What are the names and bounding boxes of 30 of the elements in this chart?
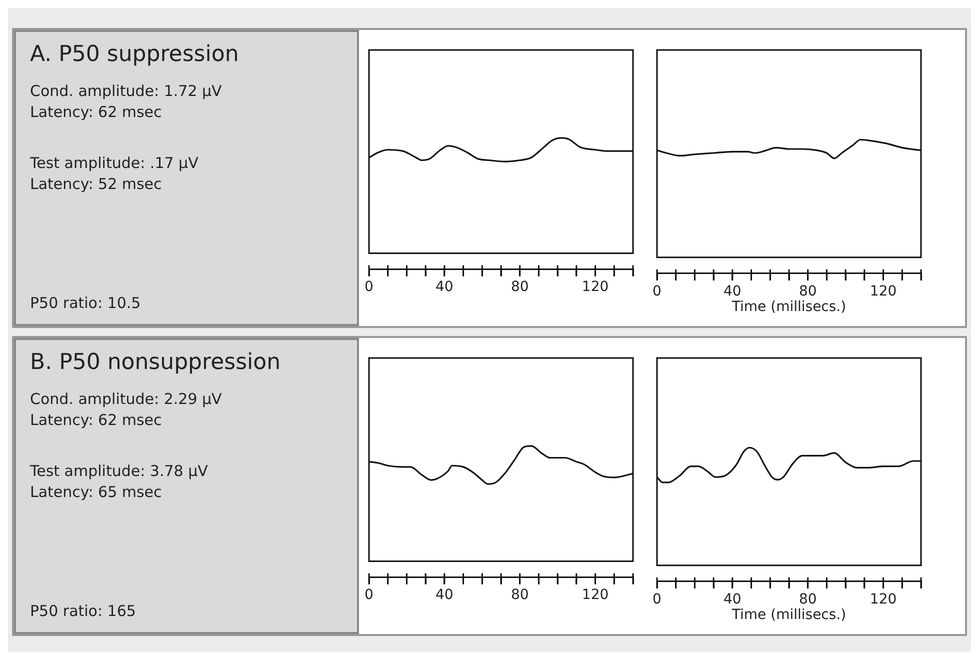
x-tick-label: 80 — [510, 587, 529, 604]
text: P50 ratio: 165 — [30, 601, 137, 622]
x-tick-label: 40 — [436, 279, 454, 296]
text: B. P50 nonsuppression — [30, 350, 282, 375]
text: Cond. amplitude: 2.29 μV — [30, 389, 223, 410]
text: Latency: 62 msec — [30, 410, 163, 431]
text: P50 ratio: 10.5 — [30, 293, 142, 314]
text: Latency: 65 msec — [30, 482, 163, 503]
x-tick-label: 120 — [870, 283, 897, 300]
x-tick-label: 120 — [582, 279, 609, 296]
x-tick-label: 120 — [870, 591, 897, 608]
x-tick-label: 0 — [652, 283, 662, 300]
x-tick-label: 0 — [652, 591, 662, 608]
x-axis-title: Time (millisecs.) — [730, 607, 846, 624]
text: Test amplitude: 3.78 μV — [30, 461, 209, 482]
x-tick-label: 40 — [436, 587, 454, 604]
x-tick-label: 0 — [364, 279, 374, 296]
x-tick-label: 0 — [364, 587, 374, 604]
text: Test amplitude: .17 μV — [30, 153, 200, 174]
x-tick-label: 80 — [798, 591, 817, 608]
text: A. P50 suppression — [30, 42, 240, 67]
x-tick-label: 40 — [724, 591, 742, 608]
x-axis-title: Time (millisecs.) — [730, 299, 846, 316]
text: Cond. amplitude: 1.72 μV — [30, 81, 223, 102]
text: Latency: 52 msec — [30, 174, 163, 195]
x-tick-label: 40 — [724, 283, 742, 300]
x-tick-label: 120 — [582, 587, 609, 604]
text: Latency: 62 msec — [30, 102, 163, 123]
x-tick-label: 80 — [798, 283, 817, 300]
x-tick-label: 80 — [510, 279, 529, 296]
